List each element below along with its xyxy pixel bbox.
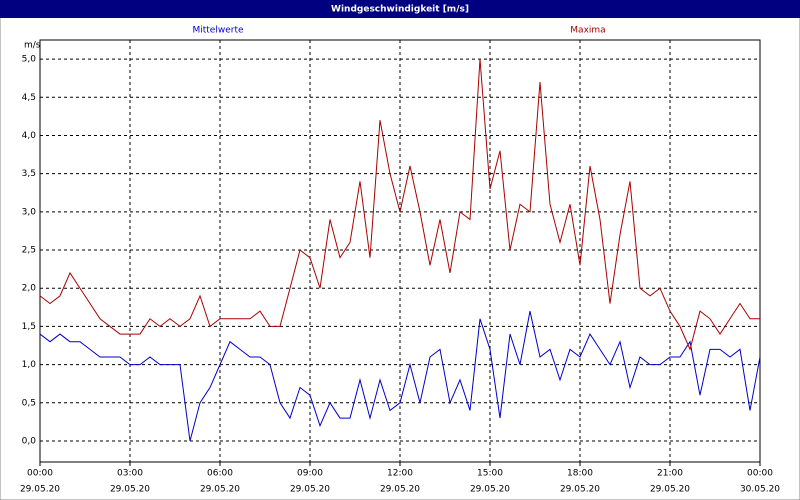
y-unit: m/s	[24, 41, 41, 51]
y-tick-label: 0,5	[22, 398, 36, 408]
line	[39, 59, 760, 351]
x-tick-label: 06:00	[207, 469, 233, 479]
x-tick-label: 09:00	[297, 469, 323, 479]
y-tick-label: 4,5	[22, 93, 36, 103]
x-tick-label: 15:00	[477, 469, 503, 479]
x-tick-label: 29.05.20	[20, 485, 60, 495]
legend-label: Maxima	[570, 26, 605, 36]
x-tick-label: 29.05.20	[110, 485, 150, 495]
y-tick-label: 5,0	[22, 55, 37, 65]
y-tick-label: 3,5	[22, 169, 36, 179]
y-tick-label: 3,0	[22, 207, 37, 217]
y-tick-label: 2,0	[22, 284, 37, 294]
x-tick-label: 03:00	[117, 469, 143, 479]
x-tick-label: 29.05.20	[200, 485, 240, 495]
y-tick-label: 1,0	[22, 360, 37, 370]
x-tick-label: 00:00	[747, 469, 773, 479]
x-tick-label: 21:00	[657, 469, 683, 479]
line	[39, 311, 761, 442]
chart-title: Windgeschwindigkeit [m/s]	[331, 5, 469, 15]
x-tick-label: 30.05.20	[740, 485, 780, 495]
x-tick-label: 29.05.20	[290, 485, 330, 495]
y-tick-label: 0,0	[22, 436, 37, 446]
x-tick-label: 29.05.20	[650, 485, 690, 495]
y-tick-label: 2,5	[22, 246, 36, 256]
x-tick-label: 18:00	[567, 469, 593, 479]
x-tick-label: 29.05.20	[560, 485, 600, 495]
y-tick-label: 4,0	[22, 131, 37, 141]
legend-label: Mittelwerte	[192, 26, 243, 36]
x-tick-label: 12:00	[387, 469, 413, 479]
x-tick-label: 29.05.20	[470, 485, 510, 495]
x-tick-label: 29.05.20	[380, 485, 420, 495]
title-bar	[0, 0, 800, 18]
x-tick-label: 00:00	[27, 469, 53, 479]
y-tick-label: 1,5	[22, 322, 36, 332]
